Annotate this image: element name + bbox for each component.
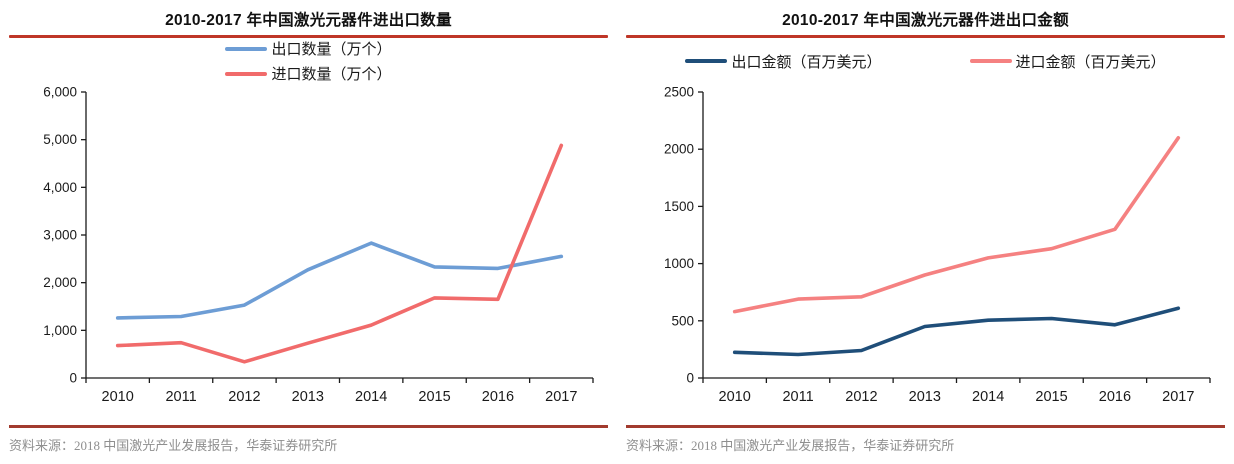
- x-tick-label: 2014: [972, 389, 1004, 405]
- line-chart-value: 0 500 1000 1500 2000 2500 2010 2011 2012 2013 2014…: [664, 85, 1211, 405]
- x-tick-label: 2013: [292, 389, 324, 405]
- legend-line-swatch-1: [225, 71, 268, 76]
- legend-line-swatch-0: [685, 59, 728, 63]
- legend-item: 进口金额（百万美元）: [969, 51, 1166, 72]
- y-tick-label: 1500: [664, 199, 694, 214]
- y-axis-ticks: 0 1,000 2,000 3,000 4,000 5,000 6,000: [43, 85, 86, 386]
- legend-label: 进口金额（百万美元）: [1015, 54, 1166, 71]
- x-tick-label: 2017: [1162, 389, 1194, 405]
- x-tick-label: 2012: [845, 389, 877, 405]
- legend-label: 进口数量（万个）: [271, 67, 392, 83]
- legend: 出口金额（百万美元） 进口金额（百万美元）: [626, 38, 1225, 84]
- x-axis-ticks: 2010 2011 2012 2013 2014 2015 2016 2017: [702, 378, 1211, 405]
- y-tick-label: 2000: [664, 142, 694, 157]
- y-tick-label: 4,000: [43, 180, 77, 195]
- footer-separator: [9, 425, 608, 428]
- x-tick-label: 2013: [909, 389, 941, 405]
- title-underline: [9, 35, 608, 38]
- x-axis-ticks: 2010 2011 2012 2013 2014 2015 2016 2017: [85, 378, 594, 405]
- y-tick-label: 500: [671, 313, 694, 328]
- legend-line-swatch-1: [969, 59, 1012, 63]
- legend-item: 出口金额（百万美元）: [685, 51, 882, 72]
- y-tick-label: 3,000: [43, 228, 77, 243]
- legend-label: 出口数量（万个）: [271, 42, 392, 58]
- x-tick-label: 2012: [228, 389, 260, 405]
- series-line-0: [115, 241, 564, 320]
- y-tick-label: 0: [69, 371, 77, 386]
- x-tick-label: 2016: [482, 389, 514, 405]
- x-tick-label: 2015: [1035, 389, 1067, 405]
- axes: [702, 92, 1210, 379]
- chart-panel-value: 2010-2017 年中国激光元器件进出口金额 出口金额（百万美元） 进口金额（百…: [617, 0, 1234, 464]
- legend: 出口数量（万个） 进口数量（万个）: [9, 38, 608, 84]
- x-tick-label: 2010: [719, 389, 751, 405]
- x-tick-label: 2014: [355, 389, 387, 405]
- x-tick-label: 2015: [418, 389, 450, 405]
- legend-label: 出口金额（百万美元）: [731, 54, 882, 71]
- series-line-1: [732, 135, 1181, 314]
- footer-separator: [626, 425, 1225, 428]
- legend-line-swatch-0: [225, 46, 268, 51]
- y-tick-label: 2500: [664, 85, 694, 100]
- y-tick-label: 1000: [664, 256, 694, 271]
- source-note: 资料来源：2018 中国激光产业发展报告，华泰证券研究所: [9, 438, 338, 453]
- legend-item: 出口数量（万个）: [225, 38, 392, 59]
- x-tick-label: 2011: [165, 389, 196, 405]
- legend-item: 进口数量（万个）: [225, 63, 392, 84]
- y-tick-label: 0: [686, 371, 694, 386]
- chart-panel-quantity: 2010-2017 年中国激光元器件进出口数量 出口数量（万个） 进口数量（万个）…: [9, 12, 608, 453]
- y-tick-label: 1,000: [43, 323, 77, 338]
- series-line-0: [732, 306, 1181, 357]
- y-tick-label: 6,000: [43, 85, 77, 100]
- y-tick-label: 5,000: [43, 132, 77, 147]
- x-tick-label: 2011: [782, 389, 813, 405]
- x-tick-label: 2016: [1099, 389, 1131, 405]
- title-underline: [626, 35, 1225, 38]
- chart-title: 2010-2017 年中国激光元器件进出口金额: [782, 12, 1069, 29]
- source-note: 资料来源：2018 中国激光产业发展报告，华泰证券研究所: [626, 438, 955, 453]
- chart-title: 2010-2017 年中国激光元器件进出口数量: [165, 12, 452, 29]
- x-tick-label: 2010: [102, 389, 134, 405]
- series-line-1: [115, 143, 564, 364]
- x-tick-label: 2017: [545, 389, 577, 405]
- y-axis-ticks: 0 500 1000 1500 2000 2500: [664, 85, 703, 386]
- y-tick-label: 2,000: [43, 275, 77, 290]
